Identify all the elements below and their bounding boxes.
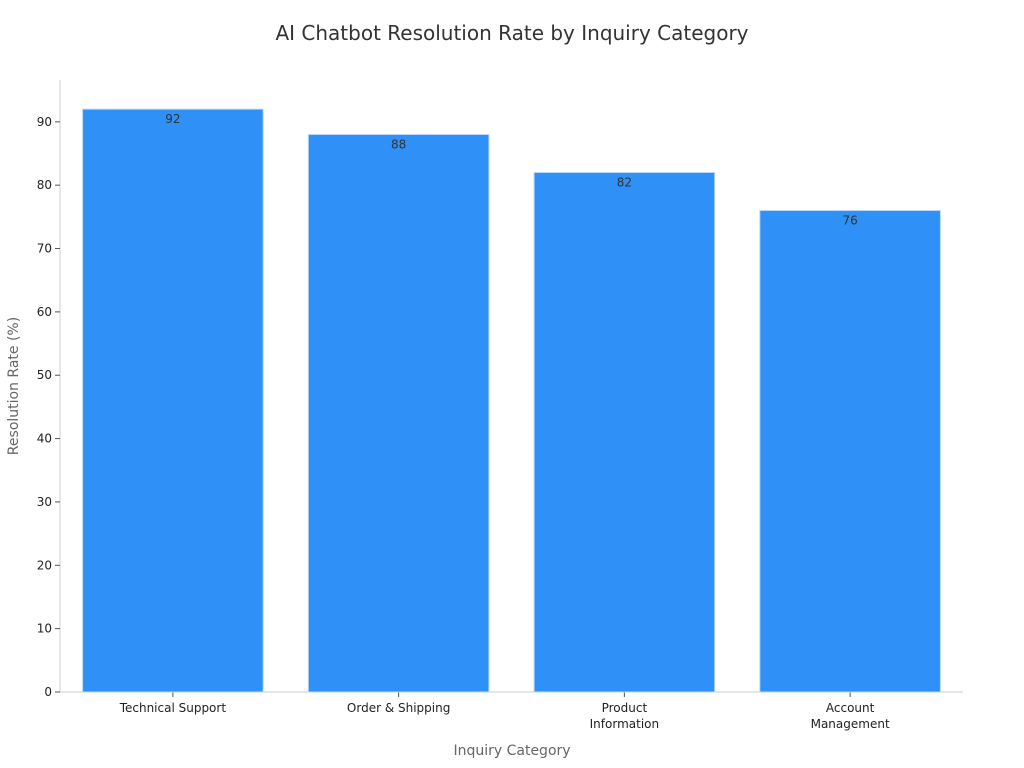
y-axis: 0 10 20 30 40 50 60 70 80 90: [37, 80, 61, 699]
y-tick-label: 0: [44, 685, 52, 699]
bar: [307, 133, 490, 693]
x-tick-label-line: Account: [826, 701, 875, 715]
bar: [533, 171, 716, 693]
y-axis-title: Resolution Rate (%): [6, 317, 22, 455]
data-label: 76: [842, 214, 857, 228]
data-label: 92: [165, 112, 180, 126]
bars: [82, 108, 941, 693]
bar: [82, 108, 264, 693]
x-axis-title: Inquiry Category: [453, 743, 570, 759]
x-tick-label: Order & Shipping: [347, 701, 450, 715]
y-tick-label: 90: [37, 115, 52, 129]
x-tick-label-line: Product: [602, 701, 648, 715]
x-tick-label-line: Information: [590, 717, 659, 731]
y-tick-label: 10: [37, 622, 52, 636]
x-tick-label-line: Management: [811, 717, 890, 731]
x-tick-label: Account Management: [811, 701, 890, 731]
y-tick-label: 60: [37, 305, 52, 319]
y-tick-label: 30: [37, 495, 52, 509]
data-label: 88: [391, 137, 406, 151]
x-tick-label: Product Information: [590, 701, 659, 731]
x-axis: Technical Support Order & Shipping Product…: [60, 691, 963, 731]
x-tick-label-line: Order & Shipping: [347, 701, 450, 715]
data-label: 82: [617, 175, 632, 189]
x-tick-label-line: Technical Support: [119, 701, 227, 715]
y-tick-label: 50: [37, 368, 52, 382]
y-tick-label: 40: [37, 432, 52, 446]
y-tick-label: 80: [37, 178, 52, 192]
y-tick-label: 20: [37, 558, 52, 572]
chart-title: AI Chatbot Resolution Rate by Inquiry Ca…: [275, 21, 748, 45]
bar: [759, 210, 941, 693]
x-tick-label: Technical Support: [119, 701, 227, 715]
y-tick-label: 70: [37, 242, 52, 256]
data-labels: 92 88 82 76: [165, 112, 858, 227]
